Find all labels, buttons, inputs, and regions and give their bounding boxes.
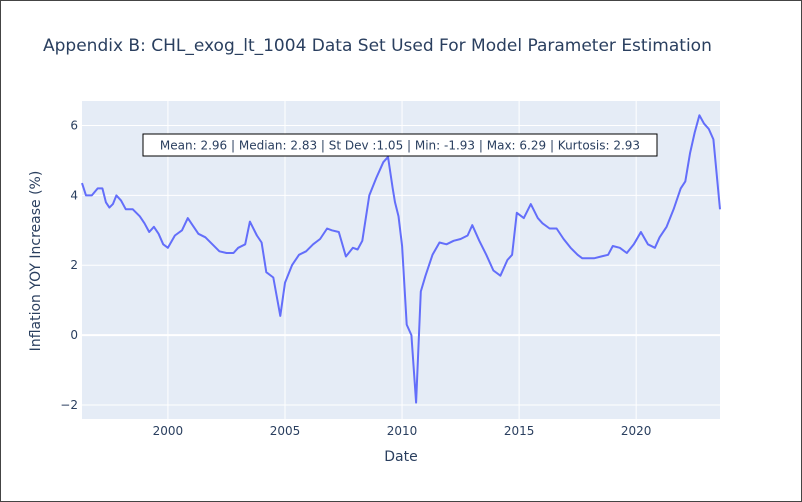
stats-annotation-box (142, 133, 658, 157)
y-tick-label: 0 (70, 328, 78, 342)
x-tick-labels: 2000 2005 2010 2015 2020 (153, 424, 652, 438)
y-tick-label: −2 (60, 398, 78, 412)
y-tick-label: 4 (70, 188, 78, 202)
x-tick-label: 2005 (270, 424, 301, 438)
x-tick-label: 2010 (387, 424, 418, 438)
x-tick-label: 2000 (153, 424, 184, 438)
series-line[interactable] (81, 114, 721, 404)
x-axis-title: Date (384, 449, 417, 465)
chart-title: Appendix B: CHL_exog_lt_1004 Data Set Us… (43, 36, 712, 56)
y-tick-label: 2 (70, 258, 78, 272)
x-tick-label: 2015 (504, 424, 535, 438)
stats-annotation: Mean: 2.96 | Median: 2.83 | St Dev :1.05… (160, 139, 640, 153)
y-tick-label: 6 (70, 118, 78, 132)
x-tick-label: 2020 (621, 424, 652, 438)
y-axis-title: Inflation YOY Increase (%) (28, 171, 44, 352)
y-tick-labels: −2 0 2 4 6 (60, 118, 78, 412)
